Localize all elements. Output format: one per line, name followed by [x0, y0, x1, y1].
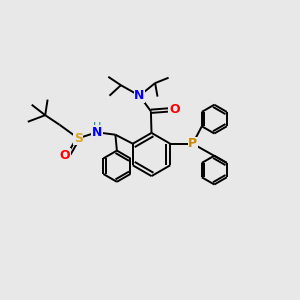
Text: N: N	[92, 126, 102, 139]
Text: P: P	[188, 137, 197, 150]
Text: N: N	[134, 89, 145, 102]
Text: O: O	[169, 103, 180, 116]
Text: H: H	[93, 122, 102, 132]
Text: S: S	[74, 132, 83, 145]
Text: O: O	[59, 149, 70, 162]
